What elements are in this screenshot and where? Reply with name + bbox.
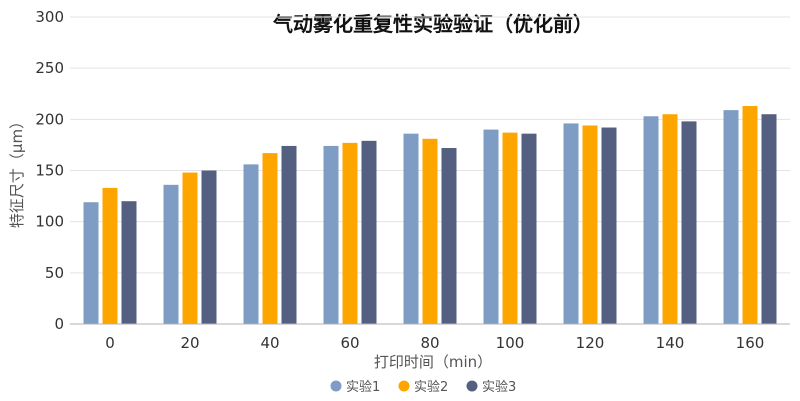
legend[interactable]: 实验1 实验2 实验3 [330,379,517,395]
y-tick-label: 300 [35,8,64,26]
bar-实验2-40[interactable] [262,153,278,324]
x-tick-label: 40 [260,334,279,352]
x-tick-label: 80 [420,334,439,352]
y-tick-label: 50 [45,264,64,282]
bar-实验1-120[interactable] [563,123,579,324]
bar-实验3-20[interactable] [201,170,217,325]
legend-marker [398,380,410,392]
legend-item[interactable]: 实验3 [466,379,517,395]
legend-label: 实验3 [482,379,516,395]
x-tick-label: 120 [576,334,605,352]
bar-实验3-80[interactable] [441,147,457,324]
bar-实验2-20[interactable] [182,172,198,324]
bar-实验2-140[interactable] [662,114,678,324]
x-tick-label: 100 [496,334,525,352]
y-tick-label: 150 [35,162,64,180]
y-axis-label: 特征尺寸（μm） [8,114,26,228]
bar-实验1-100[interactable] [483,129,499,324]
bar-实验3-140[interactable] [681,121,697,324]
x-tick-label: 60 [340,334,359,352]
bar-实验3-0[interactable] [121,201,137,324]
bar-实验2-120[interactable] [582,125,598,325]
bar-实验1-140[interactable] [643,116,659,324]
bar-实验1-40[interactable] [243,164,259,324]
bar-实验1-60[interactable] [323,145,339,324]
bar-实验2-100[interactable] [502,132,518,324]
legend-label: 实验2 [414,379,448,395]
y-tick-label: 200 [35,110,64,128]
bar-实验1-160[interactable] [723,110,739,324]
y-tick-label: 0 [54,315,64,333]
legend-marker [466,380,478,392]
x-axis-ticks: 0 20 40 60 80 100 120 140 160 [105,334,764,352]
chart-title: 气动雾化重复性实验验证（优化前） [272,12,593,36]
y-tick-label: 100 [35,213,64,231]
x-tick-label: 20 [180,334,199,352]
x-tick-label: 160 [736,334,765,352]
bar-实验3-40[interactable] [281,145,297,324]
bars [83,106,777,325]
bar-实验1-80[interactable] [403,133,419,324]
bar-实验3-120[interactable] [601,127,617,325]
legend-marker [330,380,342,392]
bar-实验2-160[interactable] [742,106,758,324]
legend-item[interactable]: 实验1 [330,379,381,395]
bar-实验3-60[interactable] [361,140,377,324]
legend-item[interactable]: 实验2 [398,379,449,395]
x-tick-label: 0 [105,334,115,352]
bar-实验1-20[interactable] [163,184,179,324]
x-tick-label: 140 [656,334,685,352]
y-tick-label: 250 [35,59,64,77]
bar-实验2-80[interactable] [422,138,438,324]
x-axis-label: 打印时间（min） [374,353,492,371]
legend-label: 实验1 [346,379,380,395]
bar-实验2-60[interactable] [342,142,358,324]
bar-实验1-0[interactable] [83,202,99,324]
y-axis-ticks: 0 50 100 150 200 250 300 [35,8,64,333]
bar-实验3-160[interactable] [761,114,777,324]
bar-实验2-0[interactable] [102,187,118,324]
bar-实验3-100[interactable] [521,133,537,324]
